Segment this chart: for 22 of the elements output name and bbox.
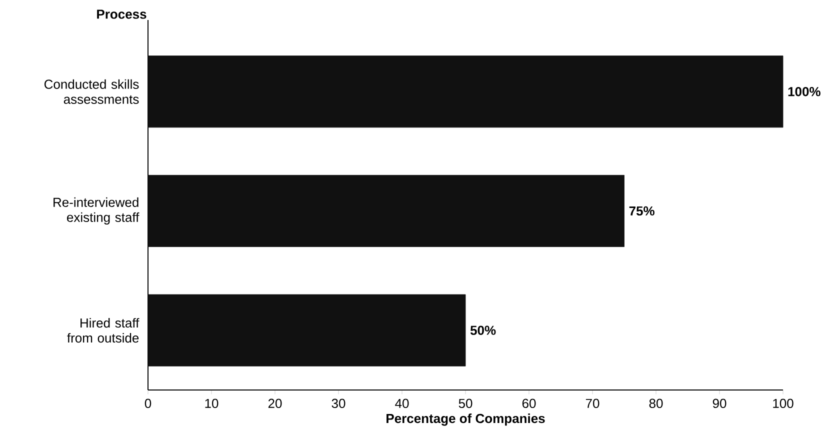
y-axis-title: Process (97, 10, 146, 19)
bar (148, 174, 624, 247)
x-axis-title: Percentage of Companies (386, 414, 545, 426)
x-tick-label: 100 (773, 398, 794, 408)
data-label: 50% (470, 326, 496, 335)
data-label: 100% (788, 87, 820, 96)
x-tick-label: 70 (586, 398, 600, 408)
y-tick-label: Conducted skills assessments (44, 79, 139, 104)
data-label: 75% (629, 206, 654, 216)
x-tick-label: 90 (712, 398, 726, 408)
bar (148, 294, 466, 366)
x-tick-label: 50 (458, 398, 472, 408)
y-tick-label: Hired staff from outside (67, 318, 140, 343)
y-tick-label: Re-interviewed existing staff (54, 197, 140, 225)
x-tick-label: 30 (332, 398, 346, 408)
x-tick-label: 0 (144, 398, 152, 408)
x-tick-label: 20 (268, 398, 282, 408)
x-tick-label: 40 (395, 398, 409, 408)
bar (148, 56, 784, 128)
x-tick-label: 60 (522, 398, 536, 408)
x-tick-label: 10 (205, 398, 218, 408)
x-tick-label: 80 (649, 398, 663, 408)
